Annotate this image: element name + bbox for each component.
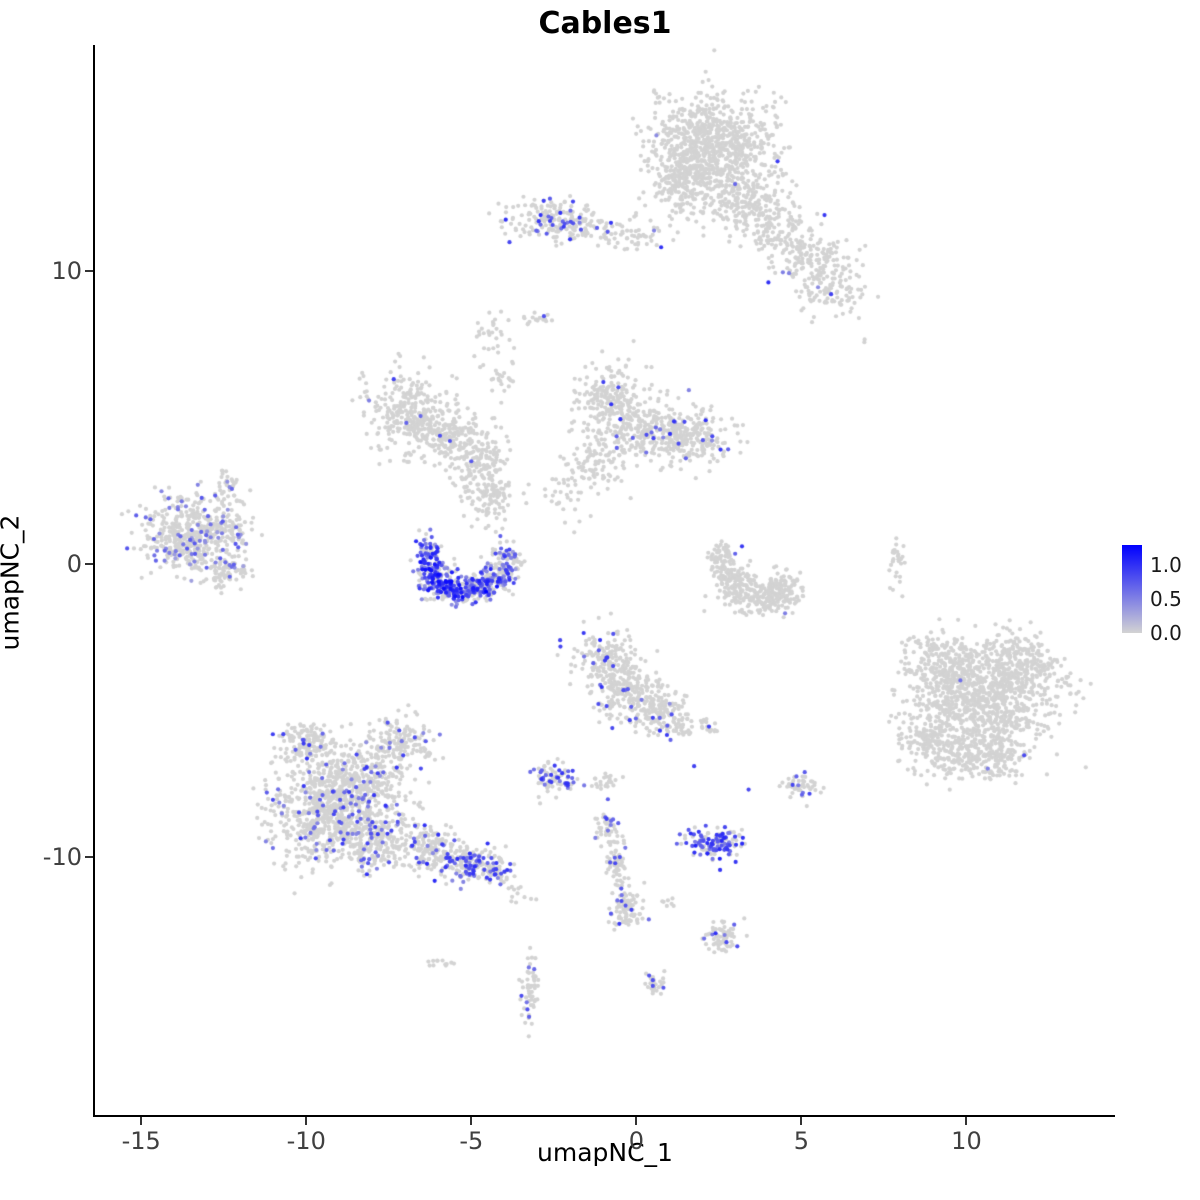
x-tick-label: 10 [951,1127,982,1155]
x-tick-mark [140,1117,143,1125]
x-tick-label: 0 [628,1127,644,1155]
plot-title: Cables1 [538,6,672,41]
x-tick-mark [470,1117,473,1125]
x-tick-mark [305,1117,308,1125]
legend-tick-label: 0.0 [1150,621,1182,645]
y-tick-label: 10 [51,256,82,285]
legend-gradient-bar [1122,545,1142,633]
x-tick-label: -15 [121,1127,161,1155]
x-axis-line [93,1115,1115,1117]
x-tick-mark [635,1117,638,1125]
y-tick-label: -10 [42,843,82,872]
x-tick-label: 5 [793,1127,810,1155]
x-tick-label: -10 [286,1127,326,1155]
legend-tick-label: 1.0 [1150,553,1182,578]
y-axis-label: umapNC_2 [0,514,25,651]
x-tick-mark [800,1117,803,1125]
legend-tick-label: 0.5 [1150,587,1182,612]
y-tick-mark [85,269,93,272]
y-axis-line [93,45,95,1117]
x-axis-label: umapNC_1 [537,1138,673,1167]
y-tick-label: 0 [66,549,82,578]
x-tick-mark [965,1117,968,1125]
y-tick-mark [85,856,93,859]
x-tick-label: -5 [459,1127,484,1155]
y-tick-mark [85,562,93,565]
